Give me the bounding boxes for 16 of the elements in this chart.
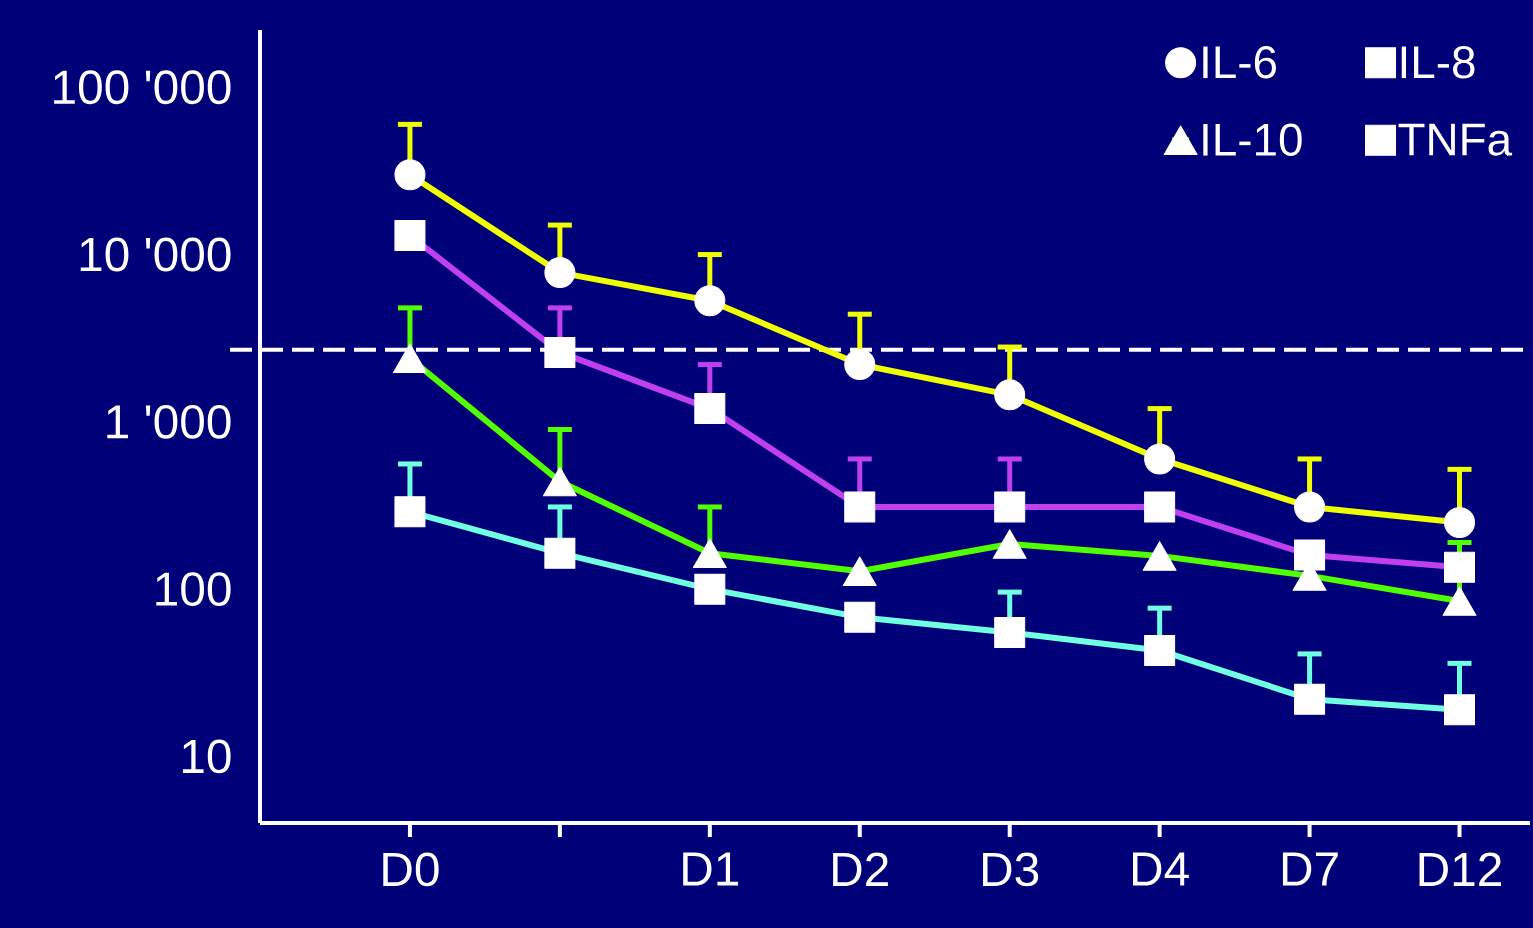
x-tick-label: D1 — [683, 852, 739, 886]
x-tick-label: D4 — [1132, 852, 1189, 886]
legend-label: TNFa — [1398, 123, 1513, 156]
y-tick-label: 100 '000 — [54, 70, 231, 105]
legend-label: IL-10 — [1203, 123, 1302, 157]
x-tick-label: D12 — [1419, 852, 1501, 886]
legend-label: IL-8 — [1401, 46, 1475, 79]
y-tick-label: 1 '000 — [107, 404, 231, 439]
y-tick-label: 10 — [182, 739, 231, 774]
x-tick-label: D2 — [833, 852, 888, 886]
x-tick-label: D0 — [383, 852, 439, 887]
y-tick-label: 100 — [156, 572, 231, 607]
x-tick-label: D3 — [983, 852, 1039, 887]
x-tick-label: D7 — [1282, 852, 1338, 886]
legend-label: IL-6 — [1203, 46, 1277, 79]
y-tick-label: 10 '000 — [80, 237, 231, 272]
